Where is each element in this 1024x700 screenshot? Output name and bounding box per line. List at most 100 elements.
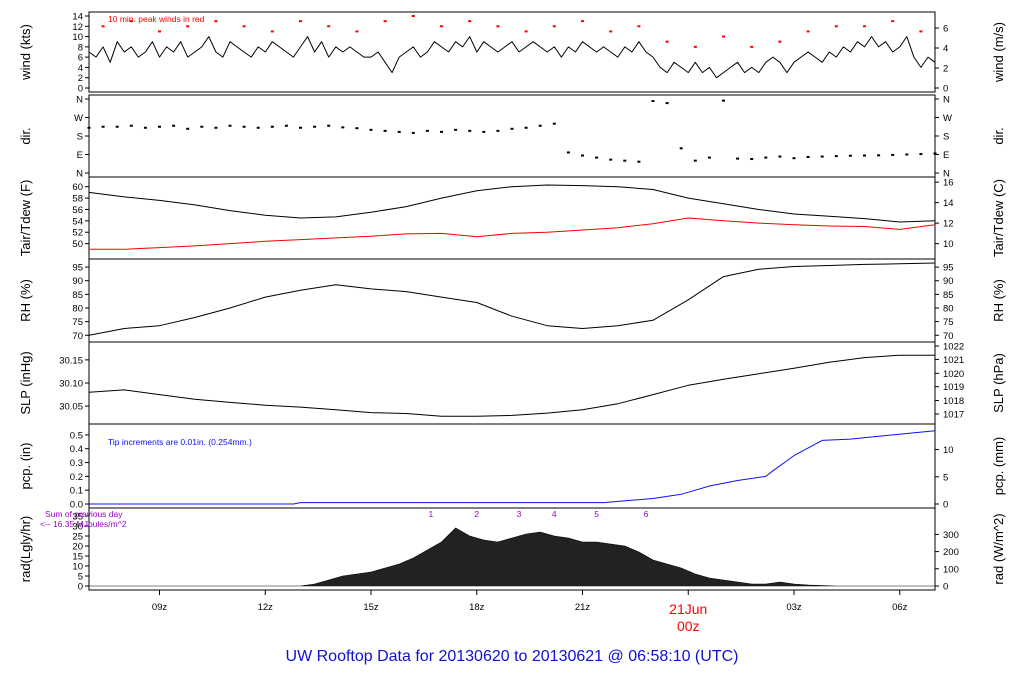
data-point bbox=[623, 159, 627, 162]
data-point bbox=[510, 127, 514, 130]
y-axis-label-left: wind (kts) bbox=[18, 24, 33, 81]
page-title: UW Rooftop Data for 20130620 to 20130621… bbox=[285, 648, 739, 665]
data-point bbox=[552, 122, 556, 125]
data-point bbox=[186, 127, 190, 130]
data-point bbox=[214, 126, 218, 129]
data-point bbox=[609, 158, 613, 161]
data-point bbox=[327, 124, 331, 127]
y-tick-label-left: 4 bbox=[78, 63, 83, 74]
hour-marker: 5 bbox=[594, 509, 599, 519]
y-axis-label-left: pcp. (in) bbox=[18, 443, 33, 490]
data-point bbox=[792, 157, 796, 160]
y-tick-label-left: 70 bbox=[72, 331, 83, 342]
data-point bbox=[722, 99, 725, 102]
data-point bbox=[454, 128, 458, 131]
panel-rh: 70 75 80 85 90 95 70 75 80 85 90 95 RH (%) RH (%) bbox=[18, 258, 1006, 343]
y-tick-label-left: 25 bbox=[72, 532, 83, 543]
y-tick-label-left: 8 bbox=[78, 42, 83, 53]
y-axis-label-right: dir. bbox=[991, 127, 1006, 144]
y-tick-label-right: 6 bbox=[943, 24, 948, 35]
y-tick-label-left: 0.2 bbox=[70, 472, 83, 483]
data-point bbox=[284, 124, 288, 127]
data-point bbox=[919, 30, 923, 33]
x-tick-label: 18z bbox=[469, 602, 485, 613]
y-tick-label-left: 14 bbox=[72, 12, 83, 23]
y-tick-label-right: 0 bbox=[943, 582, 948, 593]
data-point bbox=[863, 25, 866, 28]
data-point bbox=[665, 102, 669, 105]
y-tick-label-left: 10 bbox=[72, 562, 83, 573]
data-point bbox=[693, 159, 697, 162]
data-point bbox=[877, 154, 881, 157]
y-tick-label-left: 30.15 bbox=[59, 355, 83, 366]
peak-wind-note: 10 min. peak winds in red bbox=[108, 14, 205, 24]
y-tick-label-left: 60 bbox=[72, 182, 83, 193]
y-tick-label-right: 1022 bbox=[943, 342, 964, 353]
panel-frame bbox=[88, 341, 936, 425]
data-point bbox=[736, 157, 740, 160]
y-tick-label-right: 2 bbox=[943, 63, 948, 74]
y-tick-label-left: S bbox=[77, 132, 83, 143]
y-tick-label-left: 0.4 bbox=[70, 444, 83, 455]
data-point bbox=[482, 130, 486, 133]
data-point bbox=[496, 25, 500, 28]
data-point bbox=[595, 156, 599, 159]
panel-frame bbox=[88, 176, 936, 260]
data-point bbox=[411, 15, 415, 17]
data-point bbox=[411, 131, 415, 134]
y-tick-label-right: 1018 bbox=[943, 396, 964, 407]
data-point bbox=[200, 125, 204, 128]
data-point bbox=[383, 20, 387, 23]
y-tick-label-right: 5 bbox=[943, 472, 948, 483]
y-axis-label-right: Tair/Tdew (C) bbox=[991, 179, 1006, 257]
line-series bbox=[88, 262, 936, 336]
y-axis-label-left: Tair/Tdew (F) bbox=[18, 180, 33, 257]
y-tick-label-right: 75 bbox=[943, 317, 954, 328]
data-point bbox=[172, 124, 176, 127]
y-tick-label-right: 0 bbox=[943, 500, 948, 511]
x-tick-label: 06z bbox=[892, 602, 908, 613]
data-point bbox=[313, 125, 317, 128]
y-tick-label-left: 12 bbox=[72, 22, 83, 33]
data-point bbox=[87, 126, 91, 129]
panel-frame bbox=[88, 507, 936, 591]
rad-sum-value: <-- 16.35 MJoules/m^2 bbox=[40, 519, 127, 529]
y-tick-label-right: 85 bbox=[943, 290, 954, 301]
data-point bbox=[228, 124, 232, 127]
data-point bbox=[355, 127, 359, 130]
data-point bbox=[341, 126, 345, 129]
panel-pcp: 0.0 0.1 0.2 0.3 0.4 0.5 0 5 10 pcp. (in) pcp. (mm)… bbox=[18, 423, 1006, 511]
y-tick-label-left: 0 bbox=[78, 84, 83, 95]
x-date-label: 21Jun bbox=[669, 601, 707, 617]
y-axis-label-right: rad (W/m^2) bbox=[991, 513, 1006, 584]
y-tick-label-left: 54 bbox=[72, 216, 83, 227]
y-tick-label-right: 14 bbox=[943, 198, 954, 209]
data-point bbox=[750, 45, 754, 48]
tip-note: Tip increments are 0.01in. (0.254mm.) bbox=[108, 437, 252, 447]
data-point bbox=[143, 126, 147, 129]
data-point bbox=[468, 129, 472, 132]
data-point bbox=[186, 25, 190, 28]
data-point bbox=[115, 125, 119, 128]
data-point bbox=[101, 125, 105, 128]
y-tick-label-left: 30 bbox=[72, 522, 83, 533]
y-tick-label-right: 10 bbox=[943, 445, 954, 456]
data-point bbox=[369, 128, 373, 131]
data-point bbox=[397, 130, 401, 133]
y-tick-label-left: 75 bbox=[72, 317, 83, 328]
y-tick-label-left: 50 bbox=[72, 239, 83, 250]
hour-marker: 4 bbox=[552, 509, 557, 519]
y-tick-label-left: 52 bbox=[72, 228, 83, 239]
data-point bbox=[158, 125, 161, 128]
data-point bbox=[806, 30, 810, 33]
data-point bbox=[637, 25, 641, 28]
data-point bbox=[468, 20, 472, 23]
y-tick-label-right: 1021 bbox=[943, 355, 964, 366]
y-tick-label-right: 100 bbox=[943, 564, 959, 575]
data-point bbox=[848, 154, 852, 157]
data-point bbox=[101, 25, 105, 28]
